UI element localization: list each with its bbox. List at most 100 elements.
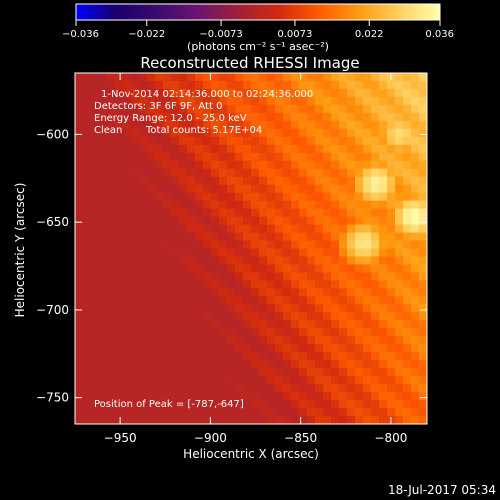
heatmap-cell (267, 152, 276, 162)
heatmap-cell (363, 368, 372, 377)
heatmap-cell (227, 128, 236, 138)
heatmap-cell (83, 112, 92, 122)
heatmap-cell (339, 88, 348, 98)
heatmap-cell (371, 168, 380, 178)
heatmap-cell (363, 216, 372, 226)
heatmap-cell (243, 320, 252, 329)
heatmap-cell (259, 368, 268, 377)
heatmap-cell (243, 328, 252, 337)
heatmap-cell (419, 344, 427, 353)
heatmap-cell (115, 88, 124, 98)
heatmap-cell (139, 248, 148, 258)
heatmap-cell (99, 80, 108, 90)
heatmap-cell (99, 384, 108, 393)
heatmap-cell (91, 104, 100, 114)
heatmap-cell (275, 240, 284, 250)
heatmap-cell (243, 128, 252, 138)
heatmap-cell (251, 224, 260, 234)
heatmap-cell (163, 408, 172, 417)
heatmap-cell (291, 144, 300, 154)
heatmap-cell (331, 264, 340, 274)
heatmap-cell (323, 224, 332, 234)
heatmap-cell (315, 112, 324, 122)
heatmap-cell (259, 376, 268, 385)
heatmap-cell (211, 184, 220, 194)
heatmap-cell (179, 248, 188, 258)
heatmap-cell (211, 160, 220, 170)
heatmap-cell (235, 416, 244, 424)
heatmap-cell (283, 248, 292, 258)
heatmap-cell (115, 184, 124, 194)
heatmap-cell (107, 392, 116, 401)
heatmap-cell (163, 376, 172, 385)
heatmap-cell (227, 88, 236, 98)
heatmap-cell (419, 248, 427, 258)
heatmap-cell (171, 128, 180, 138)
heatmap-cell (315, 80, 324, 90)
heatmap-cell (203, 240, 212, 250)
heatmap-cell (299, 152, 308, 162)
heatmap-cell (267, 336, 276, 345)
heatmap-cell (83, 128, 92, 138)
heatmap-cell (403, 168, 412, 178)
heatmap-cell (203, 176, 212, 186)
x-axis-label: Heliocentric X (arcsec) (183, 447, 319, 461)
heatmap-cell (291, 176, 300, 186)
heatmap-cell (291, 400, 300, 409)
heatmap-cell (315, 312, 324, 321)
heatmap-cell (323, 368, 332, 377)
heatmap-cell (283, 216, 292, 226)
heatmap-cell (75, 144, 84, 154)
heatmap-cell (267, 96, 276, 106)
heatmap-cell (419, 336, 427, 345)
heatmap-cell (419, 408, 427, 417)
heatmap-cell (243, 272, 252, 282)
heatmap-cell (387, 352, 396, 361)
heatmap-cell (387, 224, 396, 234)
heatmap-cell (259, 408, 268, 417)
heatmap-cell (163, 256, 172, 266)
heatmap-cell (395, 216, 404, 226)
heatmap-cell (355, 128, 364, 138)
heatmap-cell (203, 104, 212, 114)
heatmap-cell (339, 352, 348, 361)
colorbar-unit-label: (photons cm⁻² s⁻¹ asec⁻²) (187, 40, 329, 53)
heatmap-cell (363, 384, 372, 393)
heatmap-cell (315, 408, 324, 417)
heatmap-cell (411, 376, 420, 385)
heatmap-cell (267, 112, 276, 122)
heatmap-cell (331, 168, 340, 178)
heatmap-cell (131, 336, 140, 345)
heatmap-cell (259, 73, 268, 82)
heatmap-cell (275, 400, 284, 409)
heatmap-cell (299, 144, 308, 154)
heatmap-cell (355, 264, 364, 274)
heatmap-cell (331, 136, 340, 146)
heatmap-cell (123, 184, 132, 194)
heatmap-cell (195, 144, 204, 154)
heatmap-cell (259, 192, 268, 202)
heatmap-cell (211, 192, 220, 202)
heatmap-cell (403, 144, 412, 154)
heatmap-cell (99, 136, 108, 146)
heatmap-cell (275, 96, 284, 106)
heatmap-cell (355, 136, 364, 146)
heatmap-cell (347, 208, 356, 218)
heatmap-cell (323, 176, 332, 186)
heatmap-cell (83, 176, 92, 186)
heatmap-cell (347, 168, 356, 178)
heatmap-cell (219, 256, 228, 266)
heatmap-cell (131, 312, 140, 321)
heatmap-cell (371, 176, 380, 186)
heatmap-cell (371, 240, 380, 250)
heatmap-cell (307, 336, 316, 345)
heatmap-cell (283, 320, 292, 329)
heatmap-cell (147, 392, 156, 401)
heatmap-cell (419, 400, 427, 409)
heatmap-cell (243, 408, 252, 417)
heatmap-cell (91, 160, 100, 170)
heatmap-cell (155, 272, 164, 282)
annotation-peak-position: Position of Peak = [-787,-647] (94, 399, 244, 410)
heatmap-cell (211, 368, 220, 377)
heatmap-cell (123, 73, 132, 82)
